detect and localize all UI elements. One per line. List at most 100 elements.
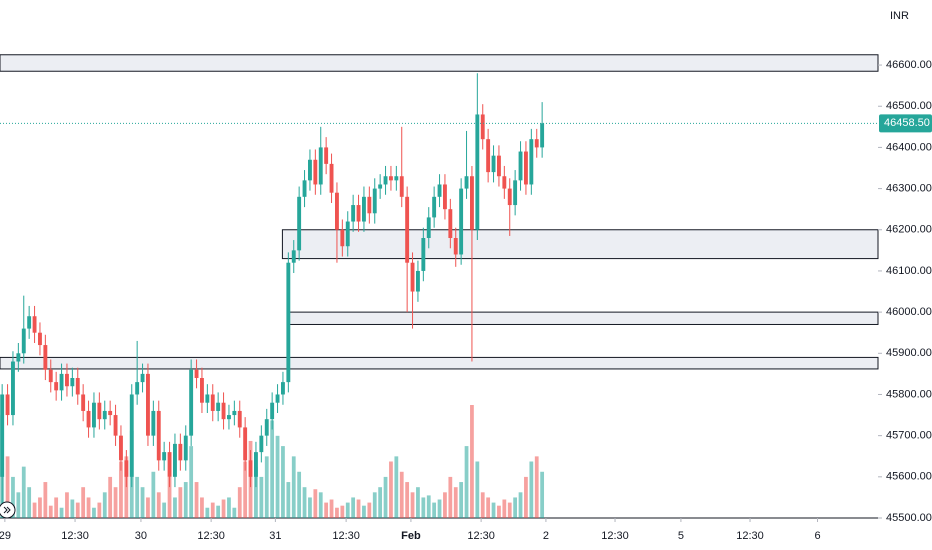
volume-bar — [313, 489, 318, 518]
y-tick-label: 45800.00 — [886, 388, 932, 400]
zone — [286, 311, 879, 325]
volume-bar — [410, 492, 415, 518]
volume-bar — [119, 461, 123, 518]
volume-bar — [254, 466, 258, 518]
volume-bar — [32, 502, 37, 518]
x-tick-label: 2 — [543, 530, 549, 542]
candle-body — [200, 378, 204, 403]
x-tick-label: 12:30 — [467, 530, 495, 542]
candle-body — [135, 382, 140, 395]
candle-body — [129, 394, 134, 477]
candle-body — [442, 184, 447, 210]
volume-bar — [200, 497, 204, 518]
candle-body — [21, 328, 26, 354]
volume-bar — [259, 476, 264, 518]
volume-bar — [178, 487, 183, 518]
candle-body — [237, 410, 242, 428]
candle-body — [205, 394, 210, 403]
candle-body — [270, 402, 275, 420]
volume-bar — [108, 476, 113, 518]
candle-body — [248, 460, 253, 477]
candle-body — [469, 176, 474, 230]
candle-body — [146, 373, 150, 436]
volume-bar — [189, 446, 194, 518]
volume-bar — [459, 482, 464, 518]
volume-bar — [27, 487, 32, 518]
candle-body — [383, 176, 388, 185]
volume-bar — [351, 497, 356, 518]
candle-body — [340, 229, 345, 247]
x-tick-label: 12:30 — [601, 530, 629, 542]
candle-body — [32, 316, 37, 333]
candle-body — [92, 402, 96, 428]
candle-body — [394, 176, 399, 181]
candle-body — [281, 382, 285, 395]
candle-body — [108, 410, 113, 416]
volume-bar — [340, 505, 345, 518]
candle-body — [210, 394, 215, 411]
volume-bar — [221, 499, 226, 518]
y-tick-label: 46100.00 — [886, 265, 932, 277]
volume-bar — [534, 456, 539, 518]
volume-bar — [173, 497, 177, 518]
volume-bar — [92, 507, 96, 518]
volume-bar — [227, 497, 231, 518]
volume-bar — [335, 507, 339, 518]
x-tick-label: 12:30 — [736, 530, 764, 542]
volume-bar — [486, 497, 491, 518]
candle-body — [318, 147, 323, 185]
volume-bar — [156, 492, 161, 518]
candle-body — [335, 192, 339, 230]
candle-body — [113, 415, 118, 436]
volume-bar — [264, 456, 269, 518]
candle-body — [518, 151, 523, 181]
volume-bar — [513, 497, 518, 518]
currency-label: INR — [890, 10, 909, 22]
volume-bar — [362, 505, 366, 518]
candle-body — [27, 316, 32, 329]
volume-bar — [183, 482, 188, 518]
y-tick-label: 46300.00 — [886, 182, 932, 194]
zone — [0, 356, 879, 370]
candle-body — [378, 184, 383, 189]
volume-bar — [329, 499, 334, 518]
volume-bar — [86, 497, 91, 518]
candle-body — [313, 159, 318, 185]
candle-body — [486, 139, 491, 173]
candle-body — [221, 402, 226, 420]
volume-bar — [162, 502, 167, 518]
candle-body — [361, 196, 366, 222]
candle-body — [388, 176, 393, 181]
candle-body — [243, 427, 248, 461]
volume-bar — [464, 446, 469, 518]
candle-body — [75, 378, 80, 395]
volume-bar — [146, 497, 150, 518]
candle-body — [453, 238, 458, 255]
candle-body — [227, 415, 231, 420]
y-tick-label: 45900.00 — [886, 347, 932, 359]
volume-bar — [480, 492, 485, 518]
volume-bar — [291, 456, 296, 518]
volume-bar — [297, 471, 302, 518]
y-tick-label: 46000.00 — [886, 306, 932, 318]
volume-bar — [237, 487, 242, 518]
last-price-label: 46458.50 — [884, 117, 930, 129]
candle-body — [523, 151, 528, 185]
volume-bar — [367, 502, 372, 518]
y-tick-label: 46500.00 — [886, 100, 932, 112]
x-tick-label: Feb — [401, 530, 421, 542]
volume-bar — [524, 476, 528, 518]
candle-body — [183, 435, 188, 461]
candle-body — [437, 184, 442, 197]
candle-body — [345, 221, 350, 247]
volume-bar — [243, 461, 248, 518]
volume-bar — [383, 476, 388, 518]
candle-body — [448, 209, 453, 238]
x-tick-label: 12:30 — [61, 530, 89, 542]
candle-body — [232, 410, 237, 416]
candle-body — [54, 382, 59, 391]
candle-body — [291, 250, 296, 263]
scroll-icon — [3, 506, 11, 514]
volume-bar — [102, 492, 107, 518]
